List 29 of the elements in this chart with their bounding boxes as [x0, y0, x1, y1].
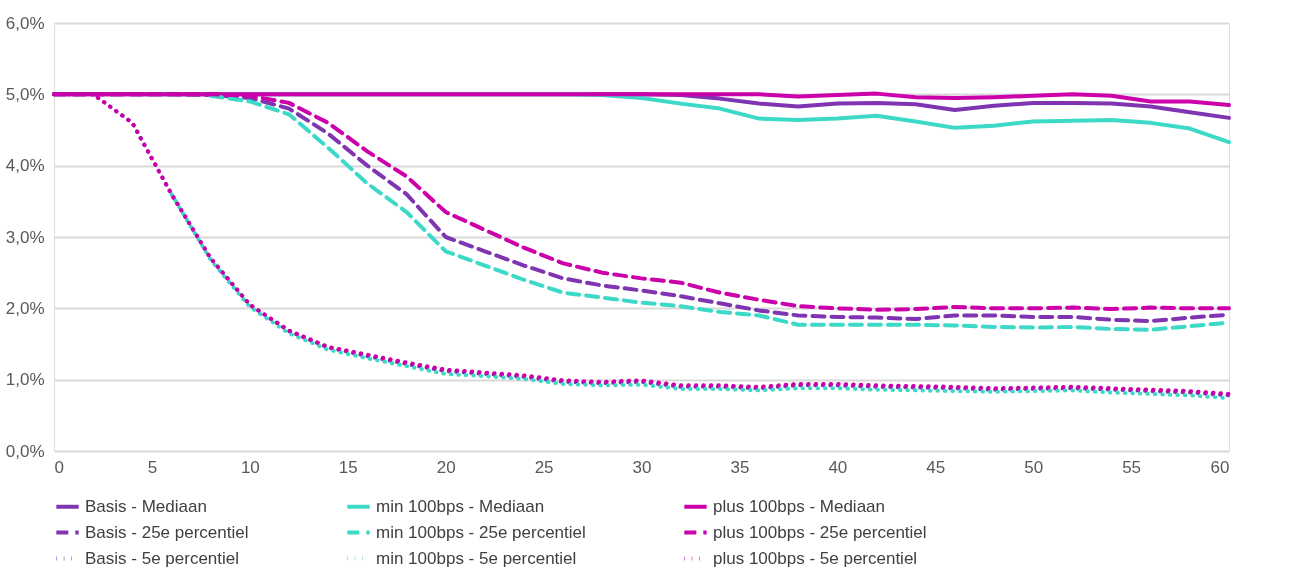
legend-label: Basis - 25e percentiel: [85, 522, 249, 542]
legend-label: plus 100bps - 5e percentiel: [713, 548, 918, 568]
legend-label: Basis - Mediaan: [85, 496, 207, 516]
y-tick-label: 0,0%: [5, 441, 45, 461]
legend-label: Basis - 5e percentiel: [85, 548, 240, 568]
legend-label: plus 100bps - Mediaan: [713, 496, 886, 516]
y-tick-label: 5,0%: [5, 84, 45, 104]
y-tick-label: 2,0%: [5, 298, 45, 318]
x-tick-label: 15: [338, 457, 358, 477]
x-tick-label: 5: [147, 457, 158, 477]
x-tick-label: 45: [926, 457, 946, 477]
y-tick-label: 6,0%: [5, 13, 45, 33]
x-tick-label: 20: [436, 457, 456, 477]
legend-label: min 100bps - Mediaan: [376, 496, 545, 516]
legend-label: min 100bps - 25e percentiel: [376, 522, 586, 542]
x-tick-label: 55: [1122, 457, 1142, 477]
x-tick-label: 10: [240, 457, 260, 477]
x-tick-label: 25: [534, 457, 554, 477]
x-tick-label: 0: [54, 457, 64, 477]
legend-label: plus 100bps - 25e percentiel: [713, 522, 927, 542]
x-tick-label: 60: [1210, 457, 1230, 477]
x-tick-label: 40: [828, 457, 848, 477]
x-tick-label: 50: [1024, 457, 1044, 477]
x-tick-label: 35: [730, 457, 750, 477]
y-tick-label: 1,0%: [5, 370, 45, 390]
y-tick-label: 4,0%: [5, 156, 45, 176]
legend-label: min 100bps - 5e percentiel: [376, 548, 577, 568]
x-tick-label: 30: [632, 457, 652, 477]
y-tick-label: 3,0%: [5, 227, 45, 247]
